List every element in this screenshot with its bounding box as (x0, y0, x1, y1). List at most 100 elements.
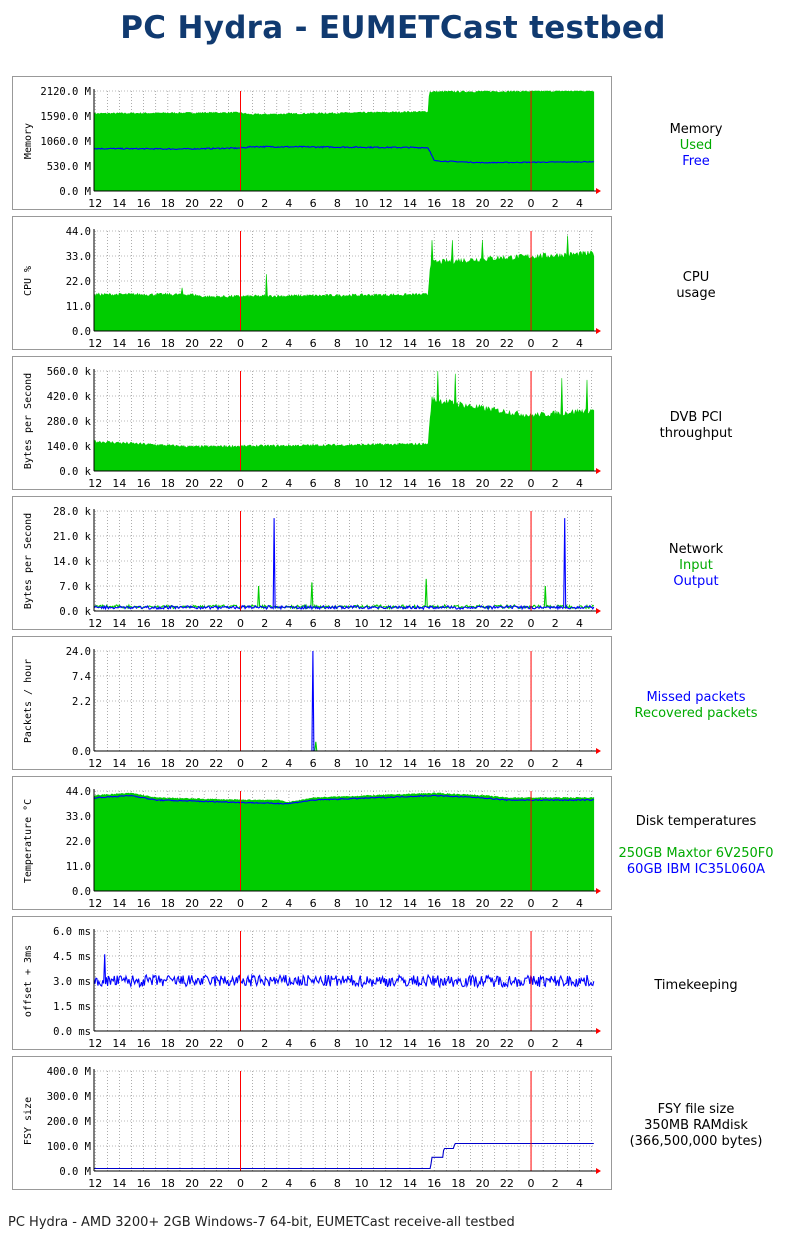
x-tick-label: 16 (137, 1037, 151, 1050)
x-tick-label: 12 (88, 1177, 102, 1190)
x-tick-label: 14 (403, 617, 417, 630)
x-tick-label: 8 (334, 617, 341, 630)
y-tick-label: 11.0 (66, 301, 91, 313)
y-axis-title: Temperature °C (23, 799, 34, 883)
x-tick-label: 4 (285, 477, 292, 490)
x-tick-label: 10 (355, 1177, 369, 1190)
x-tick-label: 20 (476, 1037, 490, 1050)
legend-entry: Timekeeping (654, 978, 738, 993)
y-tick-label: 560.0 k (47, 366, 92, 378)
x-tick-label: 14 (403, 897, 417, 910)
x-tick-label: 10 (355, 617, 369, 630)
x-tick-label: 22 (500, 617, 514, 630)
x-tick-label: 4 (576, 337, 583, 350)
x-tick-label: 4 (576, 1177, 583, 1190)
legend-entry (612, 830, 780, 846)
x-tick-label: 20 (476, 757, 490, 770)
y-tick-label: 7.0 k (59, 581, 91, 593)
y-axis-title: offset + 3ms (23, 945, 34, 1017)
x-tick-label: 14 (112, 1037, 126, 1050)
chart-fsy: 400.0 M 300.0 M 200.0 M 100.0 M 0.0 M 12 14 16 1… (12, 1056, 612, 1190)
x-tick-label: 18 (161, 757, 175, 770)
x-tick-label: 8 (334, 1177, 341, 1190)
x-tick-label: 0 (528, 897, 535, 910)
legend-entry: Input (679, 558, 713, 573)
x-tick-label: 2 (552, 1037, 559, 1050)
legend-entry: throughput (659, 426, 733, 441)
x-tick-label: 16 (137, 897, 151, 910)
y-tick-label: 1590.0 M (40, 111, 91, 123)
x-tick-label: 22 (500, 477, 514, 490)
legend-entry: CPU (682, 270, 710, 285)
x-tick-label: 14 (403, 757, 417, 770)
y-tick-label: 22.0 (66, 836, 91, 848)
x-tick-label: 4 (285, 897, 292, 910)
y-tick-label: 0.0 k (59, 466, 91, 478)
x-tick-label: 4 (285, 1177, 292, 1190)
chart-frame (12, 1056, 612, 1190)
x-tick-label: 16 (137, 1177, 151, 1190)
x-tick-label: 2 (261, 337, 268, 350)
x-tick-label: 0 (237, 617, 244, 630)
x-tick-label: 18 (451, 197, 465, 210)
x-tick-label: 20 (185, 617, 199, 630)
x-tick-label: 2 (552, 617, 559, 630)
y-tick-label: 44.0 (66, 226, 91, 238)
x-tick-label: 16 (427, 897, 441, 910)
y-tick-label: 1.5 ms (53, 1001, 91, 1013)
x-tick-label: 6 (310, 617, 317, 630)
legend-temperature: Disk temperatures 250GB Maxtor 6V250F0 60G… (612, 814, 780, 878)
y-tick-label: 0.0 ms (53, 1026, 91, 1038)
legend-entry: Recovered packets (634, 706, 758, 721)
x-tick-label: 12 (379, 337, 393, 350)
x-tick-label: 4 (576, 477, 583, 490)
x-tick-label: 18 (451, 477, 465, 490)
y-axis-title: Memory (23, 123, 34, 159)
page-title: PC Hydra - EUMETCast testbed (120, 10, 666, 46)
x-tick-label: 12 (88, 897, 102, 910)
x-tick-label: 0 (528, 1037, 535, 1050)
x-tick-label: 6 (310, 197, 317, 210)
legend-dvb: DVB PCI throughput (612, 410, 780, 442)
x-tick-label: 10 (355, 337, 369, 350)
x-tick-label: 16 (137, 617, 151, 630)
x-tick-label: 10 (355, 1037, 369, 1050)
x-tick-label: 20 (476, 617, 490, 630)
x-tick-label: 0 (528, 477, 535, 490)
legend-memory: Memory Used Free (612, 122, 780, 170)
x-tick-label: 22 (209, 1037, 223, 1050)
x-tick-label: 16 (427, 337, 441, 350)
x-tick-label: 12 (379, 897, 393, 910)
x-tick-label: 4 (285, 617, 292, 630)
x-tick-label: 14 (112, 337, 126, 350)
x-tick-label: 22 (500, 197, 514, 210)
series-data-line (94, 1142, 594, 1170)
x-tick-label: 4 (576, 757, 583, 770)
chart-memory: 2120.0 M 1590.0 M 1060.0 M 530.0 M 0.0 M 12 14… (12, 76, 612, 210)
x-tick-label: 12 (88, 617, 102, 630)
x-tick-label: 8 (334, 197, 341, 210)
y-tick-label: 1060.0 M (40, 136, 91, 148)
x-tick-label: 22 (209, 1177, 223, 1190)
x-tick-label: 8 (334, 337, 341, 350)
x-tick-label: 12 (379, 477, 393, 490)
x-tick-label: 2 (261, 897, 268, 910)
x-tick-label: 12 (379, 757, 393, 770)
x-tick-label: 0 (237, 757, 244, 770)
y-tick-label: 22.0 (66, 276, 91, 288)
x-tick-label: 20 (185, 757, 199, 770)
legend-packets: Missed packets Recovered packets (612, 690, 780, 722)
x-axis-arrow (596, 328, 601, 334)
y-tick-label: 0.0 M (59, 1166, 91, 1178)
x-tick-label: 4 (285, 337, 292, 350)
y-tick-label: 0.0 k (59, 606, 91, 618)
x-tick-label: 6 (310, 1177, 317, 1190)
x-tick-label: 22 (209, 757, 223, 770)
legend-entry: (366,500,000 bytes) (629, 1134, 763, 1149)
x-tick-label: 22 (209, 617, 223, 630)
x-tick-label: 12 (379, 1177, 393, 1190)
x-tick-label: 16 (137, 757, 151, 770)
x-tick-label: 14 (112, 477, 126, 490)
y-tick-label: 200.0 M (47, 1116, 91, 1128)
x-tick-label: 18 (161, 337, 175, 350)
